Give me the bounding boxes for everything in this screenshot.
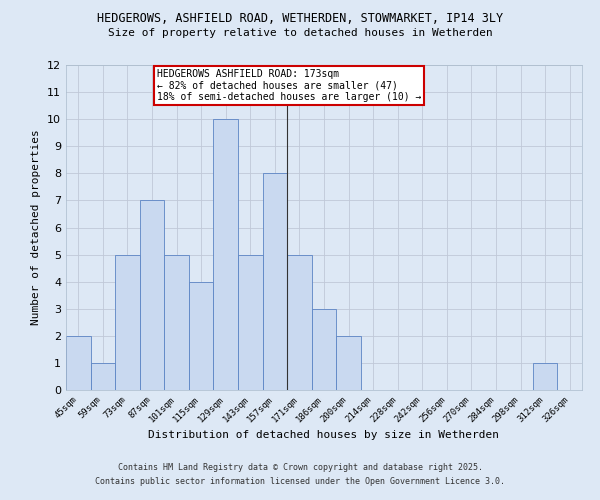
Bar [164,254,189,390]
Bar [115,254,140,390]
Y-axis label: Number of detached properties: Number of detached properties [31,130,41,326]
Bar [533,363,557,390]
Text: HEDGEROWS, ASHFIELD ROAD, WETHERDEN, STOWMARKET, IP14 3LY: HEDGEROWS, ASHFIELD ROAD, WETHERDEN, STO… [97,12,503,26]
Bar [263,174,287,390]
X-axis label: Distribution of detached houses by size in Wetherden: Distribution of detached houses by size … [149,430,499,440]
Text: HEDGEROWS ASHFIELD ROAD: 173sqm
← 82% of detached houses are smaller (47)
18% of: HEDGEROWS ASHFIELD ROAD: 173sqm ← 82% of… [157,69,421,102]
Bar [91,363,115,390]
Bar [312,308,336,390]
Bar [238,254,263,390]
Bar [140,200,164,390]
Bar [336,336,361,390]
Bar [214,119,238,390]
Bar [189,282,214,390]
Text: Size of property relative to detached houses in Wetherden: Size of property relative to detached ho… [107,28,493,38]
Bar [66,336,91,390]
Text: Contains public sector information licensed under the Open Government Licence 3.: Contains public sector information licen… [95,477,505,486]
Text: Contains HM Land Registry data © Crown copyright and database right 2025.: Contains HM Land Registry data © Crown c… [118,464,482,472]
Bar [287,254,312,390]
